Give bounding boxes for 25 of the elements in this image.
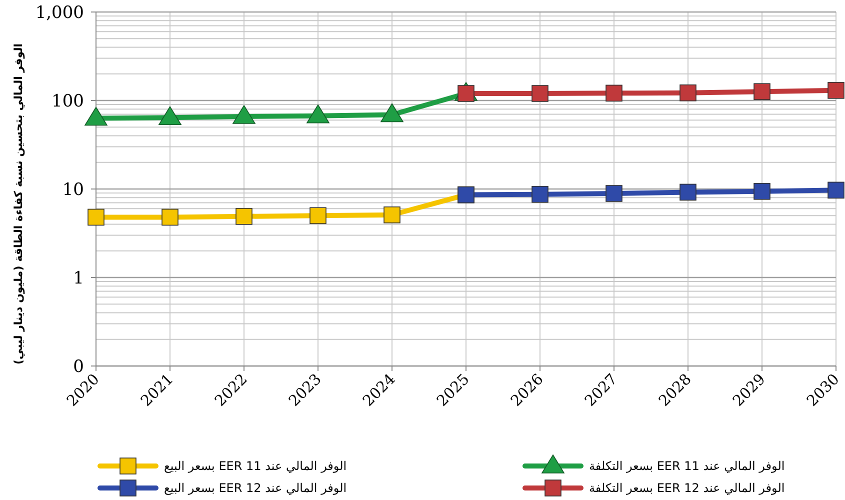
y-tick-label: 100: [52, 92, 84, 112]
legend-label: الوفر المالي عند EER 12 بسعر البيع: [164, 481, 347, 495]
y-tick-label: 10: [62, 180, 84, 200]
point: [606, 185, 622, 202]
point: [162, 208, 178, 226]
point: [606, 84, 622, 102]
point: [680, 84, 696, 102]
point: [532, 85, 548, 102]
y-tick-label: 0: [73, 357, 84, 377]
y-tick-label: 1: [73, 268, 84, 288]
y-tick-label: 1,000: [35, 3, 84, 23]
point: [754, 83, 770, 100]
point: [680, 184, 696, 201]
point: [754, 182, 770, 200]
point: [828, 82, 844, 99]
legend-label: الوفر المالي عند EER 11 بسعر التكلفة: [589, 459, 785, 473]
legend-label: الوفر المالي عند EER 11 بسعر البيع: [164, 459, 347, 473]
point: [532, 186, 548, 203]
point: [828, 182, 844, 199]
point: [88, 208, 104, 226]
point: [384, 206, 400, 224]
point: [236, 208, 252, 225]
point: [310, 207, 326, 224]
legend-label: الوفر المالي عند EER 12 بسعر التكلفة: [589, 481, 785, 495]
y-axis-title: الوفر المالي بتحسين نسبة كفاءة الطاقة (مليون دينار ليبي): [12, 43, 25, 365]
